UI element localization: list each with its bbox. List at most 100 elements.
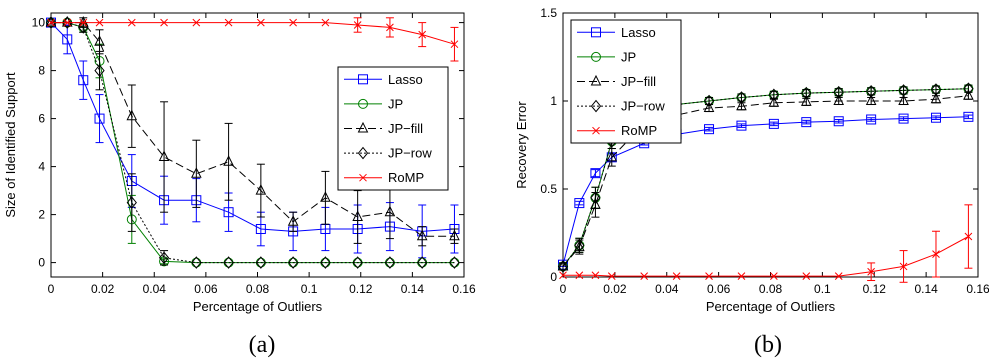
x-tick-label: 0.04 [143,282,167,296]
data-point [192,18,201,27]
data-point [255,224,266,234]
data-point [833,94,845,105]
data-point [386,23,394,32]
data-point [257,18,265,27]
chart-b: 0 0.02 0.04 0.06 0.08 0.1 0.12 0.14 0.16 0 0.5 1 1.5… [514,6,989,358]
data-point [95,18,104,27]
data-point [352,210,363,221]
data-point [384,205,396,217]
data-point [223,207,234,218]
x-tick-label: 0.1 [301,282,318,296]
legend-marker [591,51,601,62]
data-point [126,196,137,209]
y-tick-label: 0 [550,270,557,284]
data-point [78,75,89,86]
data-point [964,232,973,241]
legend-label: JP [388,96,403,111]
data-point [127,18,136,27]
y-tick-label: 0.5 [540,182,557,196]
data-point [963,82,974,95]
x-axis-label: Percentage of Outliers [706,299,836,314]
data-point [963,111,974,122]
data-point [898,94,909,105]
data-point [320,191,331,202]
series-line [51,22,455,237]
x-tick-label: 0.08 [246,282,270,296]
data-point [45,15,57,27]
data-point [606,150,618,162]
data-point [94,64,105,77]
data-point [352,256,363,269]
data-point [865,94,877,105]
data-point [768,88,780,102]
legend-label: JP [621,49,636,64]
data-point [801,86,812,100]
data-point [62,34,73,45]
legend-label: RoMP [388,170,424,185]
data-point [224,18,233,27]
data-point [47,18,55,27]
data-point [416,229,428,241]
series-line [51,22,455,264]
data-point [160,18,168,27]
data-point [770,272,778,280]
y-tick-label: 1 [550,94,557,108]
data-point [801,117,812,128]
legend-label: Lasso [388,72,423,87]
x-axis-label: Percentage of Outliers [193,299,323,314]
data-point [866,114,877,125]
series-triangle [45,15,460,247]
data-point [559,271,567,280]
y-tick-label: 6 [38,112,45,126]
y-tick-label: 4 [38,160,45,174]
data-point [321,18,330,27]
legend-marker [357,146,369,160]
legend-label: JP−fill [621,74,656,89]
data-point [703,101,715,113]
data-point [450,40,459,49]
x-tick-label: 0.12 [349,282,373,296]
legend-marker [358,98,368,109]
legend-marker [359,173,367,182]
x-tick-label: 0.06 [707,282,731,296]
legend-marker [357,121,369,133]
data-point [768,118,779,129]
data-point [94,113,105,124]
data-point [736,91,747,104]
data-point [255,256,267,269]
data-point [223,155,234,166]
data-point [736,99,747,111]
data-point [574,198,585,209]
data-point [898,113,909,124]
data-point [899,262,908,271]
legend-label: JP−row [621,99,665,114]
legend-marker [591,27,601,38]
legend-marker [358,74,368,85]
data-point [191,256,202,269]
data-point [865,85,877,98]
data-point [963,89,974,100]
data-point [833,85,844,99]
data-point [223,256,234,269]
x-tick-label: 0.14 [401,282,425,296]
data-point [834,272,843,280]
data-point [640,272,649,280]
data-point [353,21,362,29]
data-point [287,256,299,269]
series-line [50,22,455,232]
data-point [898,84,909,97]
data-point [800,95,812,106]
legend-marker [590,99,602,113]
x-tick-label: 0.04 [655,282,679,296]
y-tick-label: 8 [38,64,45,78]
data-point [449,229,460,241]
legend-label: JP−row [388,146,432,161]
data-point [932,250,940,258]
data-point [737,272,746,280]
data-point [418,30,427,39]
data-point [94,35,105,46]
data-point [591,271,600,280]
data-point [802,272,811,280]
series-x [559,204,973,283]
